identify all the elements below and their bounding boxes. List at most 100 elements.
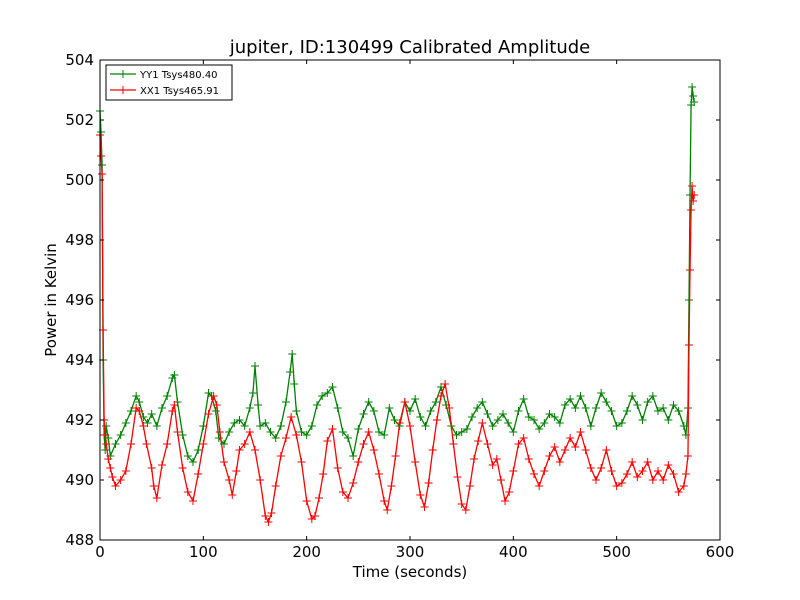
x-tick-label: 600 (706, 543, 735, 561)
data-point-marker (674, 488, 683, 496)
data-point-marker (571, 404, 580, 412)
data-point-marker (170, 371, 179, 379)
data-point-marker (132, 392, 141, 400)
data-point-marker (685, 341, 693, 349)
data-point-marker (669, 470, 678, 478)
data-point-marker (488, 422, 497, 430)
data-point-marker (690, 191, 699, 199)
data-point-marker (149, 482, 158, 490)
data-point-marker (232, 467, 241, 475)
data-point-marker (267, 509, 276, 517)
data-point-marker (302, 497, 311, 505)
data-point-marker (271, 434, 280, 442)
data-point-marker (254, 401, 263, 409)
data-point-marker (688, 182, 697, 190)
data-point-marker (292, 407, 301, 415)
data-point-marker (385, 404, 394, 412)
data-point-marker (111, 440, 120, 448)
data-point-marker (142, 440, 151, 448)
chart-title: jupiter, ID:130499 Calibrated Amplitude (229, 37, 590, 58)
data-point-marker (344, 494, 352, 502)
data-point-marker (225, 428, 234, 436)
data-point-marker (453, 473, 462, 481)
data-point-marker (514, 407, 523, 415)
data-point-marker (679, 422, 688, 430)
data-point-marker (509, 467, 518, 475)
data-point-marker (457, 428, 466, 436)
data-point-marker (679, 482, 688, 490)
data-point-marker (261, 512, 270, 520)
data-point-marker (178, 464, 187, 472)
data-point-marker (461, 506, 470, 514)
data-point-marker (235, 446, 244, 454)
data-point-marker (633, 473, 642, 481)
data-point-marker (550, 443, 559, 451)
data-point-marker (689, 197, 698, 205)
data-point-marker (607, 467, 616, 475)
data-point-marker (121, 419, 130, 427)
data-point-marker (158, 404, 166, 412)
x-tick-label: 300 (396, 543, 425, 561)
data-point-marker (282, 434, 290, 442)
data-point-marker (473, 404, 482, 412)
data-point-marker (457, 500, 466, 508)
data-point-marker (514, 440, 523, 448)
data-point-marker (189, 497, 197, 505)
data-point-marker (474, 437, 483, 445)
data-point-marker (470, 455, 479, 463)
data-point-marker (135, 407, 144, 415)
y-tick-label: 488 (65, 531, 94, 549)
data-point-marker (395, 419, 404, 427)
data-point-marker (97, 152, 106, 160)
data-point-marker (597, 464, 606, 472)
data-point-marker (235, 416, 244, 424)
data-point-marker (545, 410, 554, 418)
data-point-marker (209, 392, 218, 400)
data-point-marker (483, 440, 492, 448)
data-point-marker (633, 401, 642, 409)
data-point-marker (127, 407, 135, 415)
data-point-marker (581, 446, 590, 454)
data-point-marker (540, 419, 549, 427)
data-point-marker (468, 413, 476, 421)
data-point-marker (478, 419, 487, 427)
data-point-marker (111, 482, 120, 490)
data-point-marker (659, 404, 668, 412)
data-point-marker (387, 482, 396, 490)
data-point-marker (561, 446, 569, 454)
data-point-marker (349, 452, 358, 460)
data-point-marker (617, 419, 626, 427)
data-point-marker (648, 476, 657, 484)
data-point-marker (383, 506, 392, 514)
data-point-marker (276, 422, 285, 430)
data-point-marker (524, 455, 533, 463)
data-point-marker (555, 458, 564, 466)
x-tick-label: 500 (602, 543, 631, 561)
data-point-marker (431, 398, 440, 406)
data-point-marker (318, 392, 327, 400)
data-point-marker (328, 383, 337, 391)
data-point-marker (333, 404, 342, 412)
data-point-marker (571, 443, 580, 451)
data-point-marker (524, 413, 533, 421)
data-point-marker (102, 422, 111, 430)
data-point-marker (215, 428, 224, 436)
data-point-marker (183, 488, 192, 496)
data-point-marker (664, 461, 673, 469)
legend: YY1 Tsys480.40 XX1 Tsys465.91 (105, 64, 233, 101)
data-point-marker (509, 428, 518, 436)
data-point-marker (170, 401, 179, 409)
data-point-marker (400, 398, 409, 406)
data-point-marker (674, 407, 683, 415)
data-point-marker (264, 518, 273, 526)
data-point-marker (261, 419, 270, 427)
data-point-marker (380, 497, 389, 505)
data-point-marker (139, 422, 148, 430)
data-point-marker (602, 446, 611, 454)
data-point-marker (449, 440, 458, 448)
data-point-marker (411, 395, 420, 403)
data-point-marker (256, 476, 265, 484)
data-point-marker (530, 416, 538, 424)
data-point-marker (586, 422, 595, 430)
